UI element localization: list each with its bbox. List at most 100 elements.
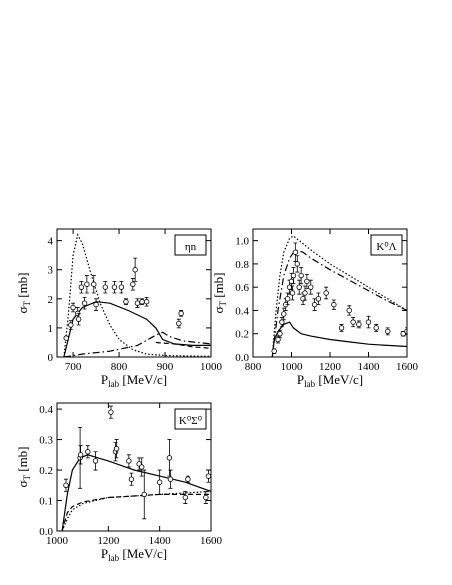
data-point	[404, 328, 407, 335]
curve	[271, 321, 407, 357]
y-axis-label: σT [mb]	[15, 272, 32, 313]
y-tick-label: 0.6	[235, 282, 249, 294]
data-point	[176, 320, 182, 327]
y-tick-label: 0.0	[39, 526, 53, 538]
curve	[271, 235, 407, 357]
y-label-main: σ	[15, 307, 30, 314]
data-point	[271, 348, 277, 354]
data-point	[296, 284, 302, 290]
x-tick-label: 800	[111, 361, 128, 373]
x-tick-label: 1400	[149, 535, 172, 547]
data-point	[113, 446, 120, 452]
data-point	[294, 261, 300, 267]
y-label-unit: [mb]	[15, 446, 30, 475]
data-point	[356, 321, 362, 328]
data-point	[134, 300, 141, 306]
y-tick-label: 4	[48, 236, 54, 248]
x-tick-label: 1400	[358, 361, 381, 373]
data-point	[302, 290, 308, 296]
plot-area	[61, 405, 211, 531]
y-label-sub: T	[22, 301, 32, 307]
y-tick-label: 0.3	[39, 435, 53, 447]
data-point	[156, 479, 163, 485]
data-point	[290, 272, 297, 279]
curve	[63, 233, 211, 357]
data-point	[126, 458, 132, 464]
data-point	[123, 299, 129, 305]
x-tick-label: 1000	[200, 361, 223, 373]
data-point	[205, 473, 211, 479]
x-label-main: P	[101, 372, 108, 387]
y-label-sub: T	[218, 301, 228, 307]
label-box	[174, 234, 207, 256]
x-label-main: P	[101, 546, 108, 561]
x-tick-label: 1200	[97, 535, 120, 547]
error-bar	[405, 327, 407, 336]
x-tick-label: 1600	[200, 535, 223, 547]
data-point	[308, 284, 314, 290]
label-box	[370, 234, 403, 256]
x-label-unit: [MeV/c]	[119, 372, 167, 387]
data-point	[75, 316, 82, 322]
data-point	[182, 494, 189, 501]
frame	[56, 228, 212, 358]
data-point	[400, 331, 406, 337]
data-point	[292, 249, 299, 255]
data-point	[77, 452, 84, 458]
x-tick-label: 1000	[46, 535, 69, 547]
y-tick-label: 0.0	[235, 352, 249, 364]
curve	[63, 331, 211, 357]
y-axis-label: σT [mb]	[15, 446, 32, 487]
panel: 0.0 0.2 0.4 0.6 0.8 1.0 800 1000 1200 1400 1600 Pla…	[211, 228, 419, 389]
data-point	[385, 328, 391, 335]
plot-area	[271, 235, 407, 357]
y-tick-label: 0.1	[39, 496, 53, 508]
y-tick-label: 0.8	[235, 259, 249, 271]
x-label-sub: lab	[304, 379, 315, 389]
data-point	[167, 476, 174, 482]
data-point	[102, 284, 108, 290]
data-point	[84, 281, 90, 287]
x-label-sub: lab	[108, 379, 119, 389]
panel-label: K⁰Λ	[376, 241, 396, 253]
data-point	[346, 307, 352, 314]
y-label-main: σ	[15, 481, 30, 488]
data-point	[111, 284, 118, 290]
x-tick-label: 1600	[396, 361, 419, 373]
y-tick-label: 0.2	[235, 329, 249, 341]
data-point	[284, 296, 291, 302]
data-point	[298, 272, 304, 279]
curve	[63, 301, 211, 357]
data-point	[331, 301, 337, 308]
y-tick-label: 0	[48, 352, 54, 364]
data-point	[279, 319, 285, 325]
data-point	[350, 319, 356, 325]
y-tick-label: 0.4	[235, 305, 249, 317]
frame	[252, 228, 408, 358]
x-tick-label: 700	[65, 361, 82, 373]
plot-area	[63, 233, 211, 357]
data-point	[68, 322, 74, 328]
data-point	[365, 319, 372, 325]
x-axis-label: Plab [MeV/c]	[101, 372, 167, 389]
curve	[271, 249, 407, 357]
data-point	[141, 491, 147, 498]
curve	[61, 454, 211, 531]
data-point	[277, 331, 283, 337]
data-point	[81, 300, 88, 306]
data-point	[132, 267, 138, 273]
data-point	[304, 278, 310, 285]
data-point	[108, 409, 114, 415]
y-axis-label: σT [mb]	[211, 272, 228, 313]
data-point	[178, 310, 184, 317]
data-point	[289, 290, 296, 296]
frame	[56, 402, 212, 532]
data-point	[166, 455, 173, 461]
data-point	[128, 476, 135, 482]
data-point	[323, 290, 329, 296]
x-tick-label: 1200	[319, 361, 342, 373]
data-point	[63, 482, 69, 488]
